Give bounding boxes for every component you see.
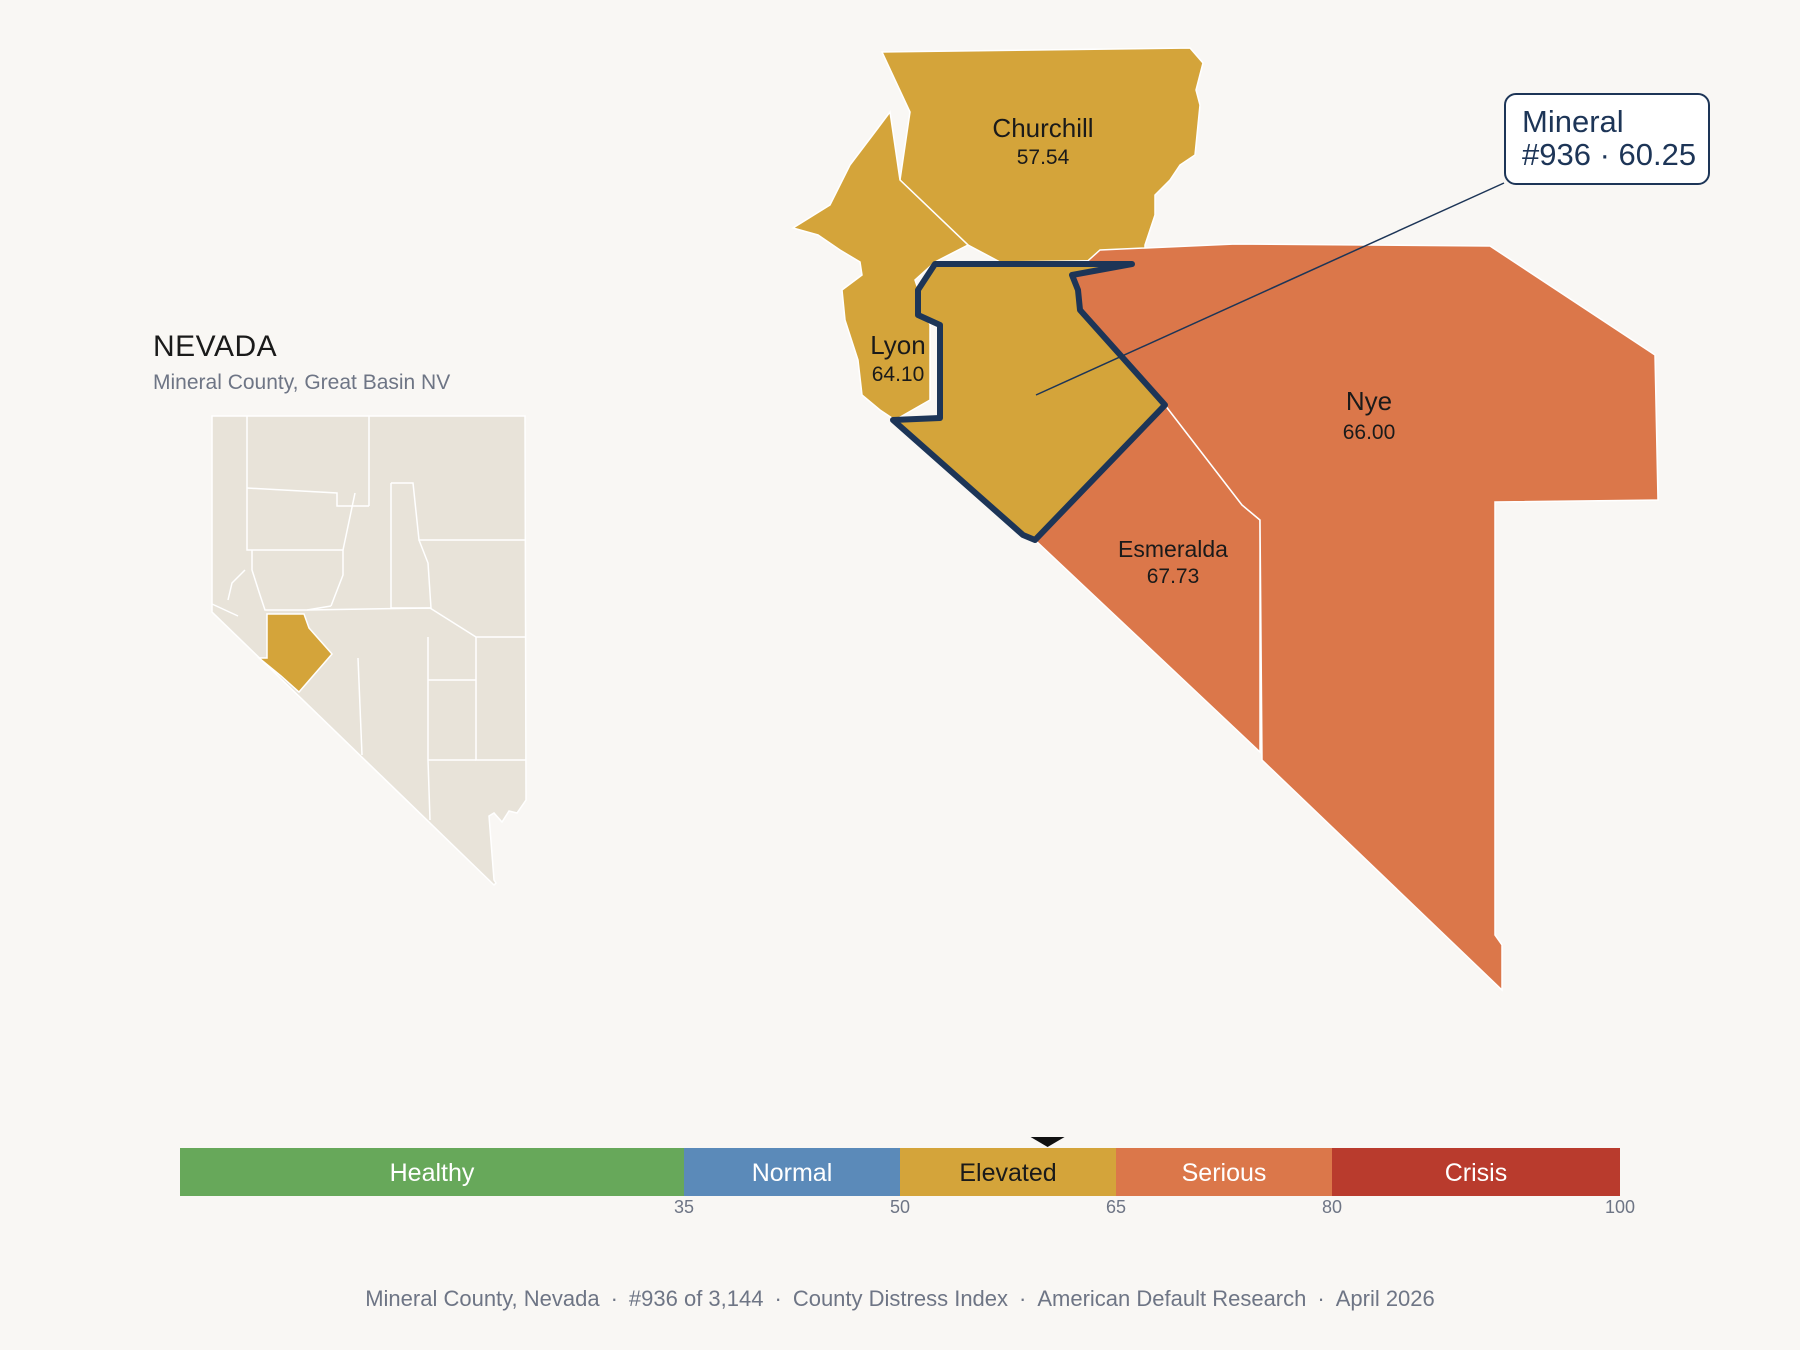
footer-caption: Mineral County, Nevada · #936 of 3,144 · Cou… [0,1286,1800,1312]
scale-label-crisis: Crisis [1445,1159,1508,1187]
label-lyon-name: Lyon [870,330,925,360]
footer-separator: · [1019,1286,1027,1311]
footer-separator: · [1317,1286,1325,1311]
label-lyon-score: 64.10 [872,363,925,386]
scale-tick-50: 50 [890,1197,910,1217]
scale-label-healthy: Healthy [390,1159,475,1187]
scale-label-serious: Serious [1182,1159,1267,1187]
footer-county: Mineral County, Nevada [365,1286,600,1311]
label-churchill-score: 57.54 [1017,146,1070,169]
scale-segment-normal [684,1148,900,1196]
callout-rank-score: #936 · 60.25 [1522,137,1697,172]
scale-tick-35: 35 [674,1197,694,1217]
state-title: NEVADA [153,330,278,363]
scale-tick-100: 100 [1605,1197,1635,1217]
scale-tick-80: 80 [1322,1197,1342,1217]
footer-separator: · [774,1286,782,1311]
scale-segment-elevated [900,1148,1116,1196]
inset-county-borders [211,416,526,821]
label-nye-name: Nye [1346,386,1392,416]
callout-county-name: Mineral [1522,104,1624,139]
county-labels: Churchill 57.54 Lyon 64.10 Nye 66.00 Esm… [870,113,1395,588]
label-esmeralda-name: Esmeralda [1118,536,1228,562]
scale-tick-65: 65 [1106,1197,1126,1217]
nevada-inset-map [211,415,527,887]
selected-county-callout: Mineral #936 · 60.25 [1504,93,1710,185]
scale-label-normal: Normal [752,1159,833,1187]
county-map [791,47,1659,992]
label-esmeralda-score: 67.73 [1147,565,1200,588]
nevada-state-shape [211,415,527,887]
scale-segment-healthy [180,1148,684,1196]
footer-rank: #936 of 3,144 [628,1286,764,1311]
label-nye-score: 66.00 [1343,421,1396,444]
state-subtitle: Mineral County, Great Basin NV [153,371,451,394]
county-mineral [890,261,1168,543]
footer-source: American Default Research [1037,1286,1307,1311]
scale-label-elevated: Elevated [959,1159,1056,1187]
scale-segment-serious [1116,1148,1332,1196]
label-churchill-name: Churchill [992,113,1093,143]
callout-leader-line [1035,182,1505,396]
footer-date: April 2026 [1335,1286,1435,1311]
inset-mineral-highlight [256,613,333,694]
scale-position-marker [1030,1137,1065,1147]
distress-scale: Healthy Normal Elevated Serious Crisis 35 50 65… [180,1137,1635,1217]
footer-index: County Distress Index [792,1286,1009,1311]
footer-separator: · [610,1286,618,1311]
scale-segment-crisis [1332,1148,1620,1196]
